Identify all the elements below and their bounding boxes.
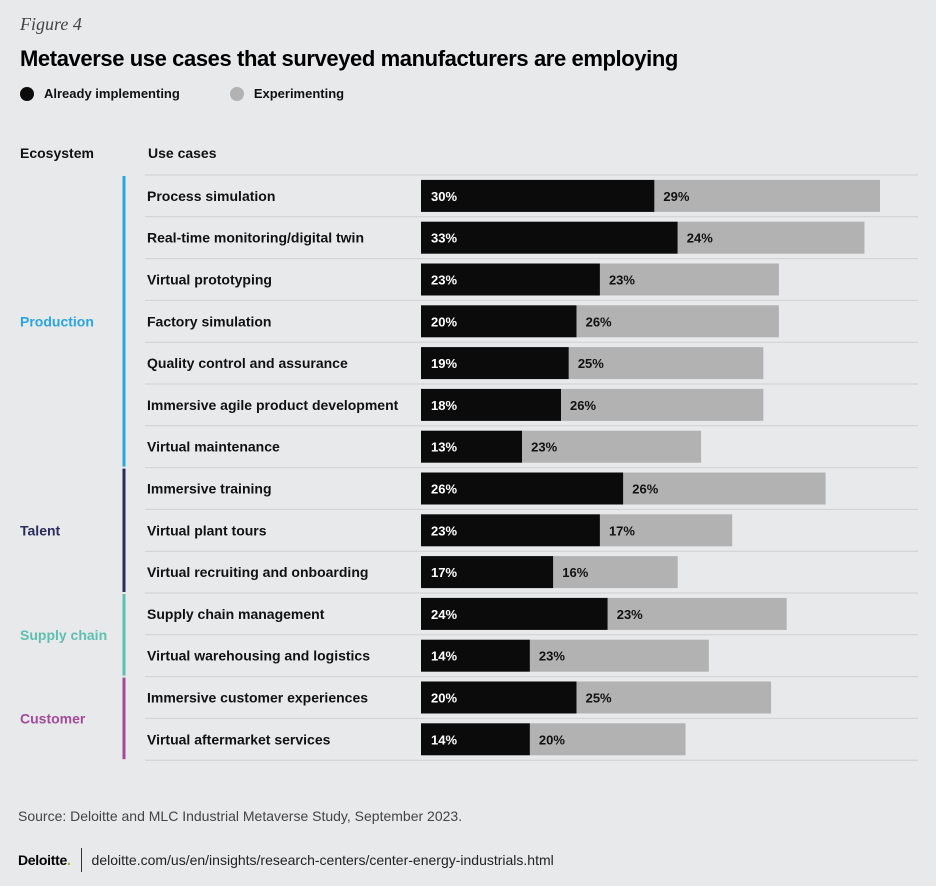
value-label-implementing: 23% — [431, 523, 457, 538]
deloitte-logo: Deloitte. — [18, 852, 71, 868]
bar-experimenting — [522, 430, 702, 463]
value-label-implementing: 14% — [431, 732, 457, 747]
footer-url: deloitte.com/us/en/insights/research-cen… — [91, 852, 554, 868]
legend-swatch-implementing — [20, 86, 34, 101]
use-case-label: Real-time monitoring/digital twin — [147, 230, 364, 246]
ecosystem-accent-bar — [122, 677, 126, 760]
use-case-label: Virtual warehousing and logistics — [147, 648, 370, 664]
value-label-implementing: 20% — [431, 691, 457, 706]
bar-experimenting — [654, 179, 881, 212]
ecosystem-accent-bar — [122, 176, 126, 467]
value-label-implementing: 14% — [431, 649, 457, 664]
source-note: Source: Deloitte and MLC Industrial Meta… — [18, 808, 463, 824]
bar-experimenting — [529, 639, 709, 672]
value-label-experimenting: 29% — [663, 189, 689, 204]
value-label-experimenting: 25% — [578, 356, 604, 371]
value-label-implementing: 17% — [431, 565, 457, 580]
value-label-experimenting: 17% — [609, 523, 635, 538]
bar-experimenting — [677, 221, 865, 254]
bar-experimenting — [561, 388, 764, 421]
use-case-label: Virtual aftermarket services — [147, 731, 331, 747]
value-label-implementing: 26% — [431, 482, 457, 497]
use-cases-header: Use cases — [148, 145, 217, 161]
bar-implementing — [421, 681, 577, 714]
bar-implementing — [421, 347, 569, 380]
value-label-experimenting: 26% — [586, 314, 612, 329]
ecosystem-label: Talent — [20, 522, 61, 538]
bar-experimenting — [607, 597, 787, 630]
value-label-implementing: 18% — [431, 398, 457, 413]
bar-experimenting — [623, 472, 826, 505]
value-label-experimenting: 20% — [539, 732, 565, 747]
use-case-label: Immersive customer experiences — [147, 690, 368, 706]
use-case-label: Supply chain management — [147, 606, 325, 622]
legend-swatch-experimenting — [229, 86, 244, 101]
ecosystem-label: Customer — [20, 710, 86, 726]
bar-experimenting — [529, 723, 686, 756]
bar-experimenting — [576, 305, 779, 338]
value-label-experimenting: 23% — [617, 607, 643, 622]
value-label-experimenting: 16% — [562, 565, 588, 580]
use-case-label: Virtual recruiting and onboarding — [147, 564, 368, 580]
value-label-experimenting: 23% — [531, 440, 557, 455]
ecosystem-label: Production — [20, 313, 94, 329]
value-label-implementing: 30% — [431, 189, 457, 204]
legend-item-experimenting: Experimenting — [229, 86, 345, 101]
bar-experimenting — [568, 347, 764, 380]
bar-implementing — [421, 639, 530, 672]
bar-implementing — [421, 263, 600, 296]
use-case-label: Immersive training — [147, 481, 272, 497]
footer-divider — [80, 848, 82, 872]
bar-implementing — [421, 472, 624, 505]
use-case-label: Immersive agile product development — [147, 397, 399, 413]
bar-implementing — [421, 514, 600, 547]
use-case-label: Process simulation — [147, 188, 275, 204]
value-label-implementing: 19% — [431, 356, 457, 371]
legend: Already implementing Experimenting — [20, 86, 394, 101]
ecosystem-accent-bar — [122, 594, 126, 676]
value-label-implementing: 20% — [431, 314, 457, 329]
value-label-implementing: 24% — [431, 607, 457, 622]
value-label-implementing: 23% — [431, 273, 457, 288]
bar-implementing — [421, 221, 678, 254]
bar-experimenting — [599, 514, 733, 547]
use-case-label: Virtual prototyping — [147, 272, 272, 288]
value-label-experimenting: 23% — [539, 649, 565, 664]
value-label-experimenting: 23% — [609, 273, 635, 288]
use-case-label: Virtual maintenance — [147, 439, 280, 455]
ecosystem-accent-bar — [122, 468, 126, 592]
legend-item-implementing: Already implementing — [20, 86, 180, 101]
bar-experimenting — [576, 681, 772, 714]
value-label-experimenting: 26% — [570, 398, 596, 413]
bar-experimenting — [599, 263, 779, 296]
value-label-experimenting: 24% — [687, 231, 713, 246]
bar-implementing — [421, 179, 655, 212]
use-case-label: Factory simulation — [147, 313, 271, 329]
bar-implementing — [421, 430, 523, 463]
bar-implementing — [421, 556, 554, 589]
bar-implementing — [421, 388, 562, 421]
value-label-implementing: 13% — [431, 440, 457, 455]
ecosystem-label: Supply chain — [20, 627, 107, 643]
bar-implementing — [421, 305, 577, 338]
ecosystem-header: Ecosystem — [20, 145, 94, 161]
bar-implementing — [421, 597, 608, 630]
figure-label: Figure 4 — [20, 14, 82, 34]
chart-title: Metaverse use cases that surveyed manufa… — [20, 46, 678, 71]
footer: Deloitte. deloitte.com/us/en/insights/re… — [18, 848, 554, 872]
bar-implementing — [421, 723, 530, 756]
value-label-implementing: 33% — [431, 231, 457, 246]
legend-label-experimenting: Experimenting — [253, 86, 345, 101]
value-label-experimenting: 26% — [632, 482, 658, 497]
bar-experimenting — [553, 556, 678, 589]
use-case-label: Virtual plant tours — [147, 522, 267, 538]
use-case-label: Quality control and assurance — [147, 355, 348, 371]
legend-label-implementing: Already implementing — [44, 86, 180, 101]
value-label-experimenting: 25% — [586, 691, 612, 706]
